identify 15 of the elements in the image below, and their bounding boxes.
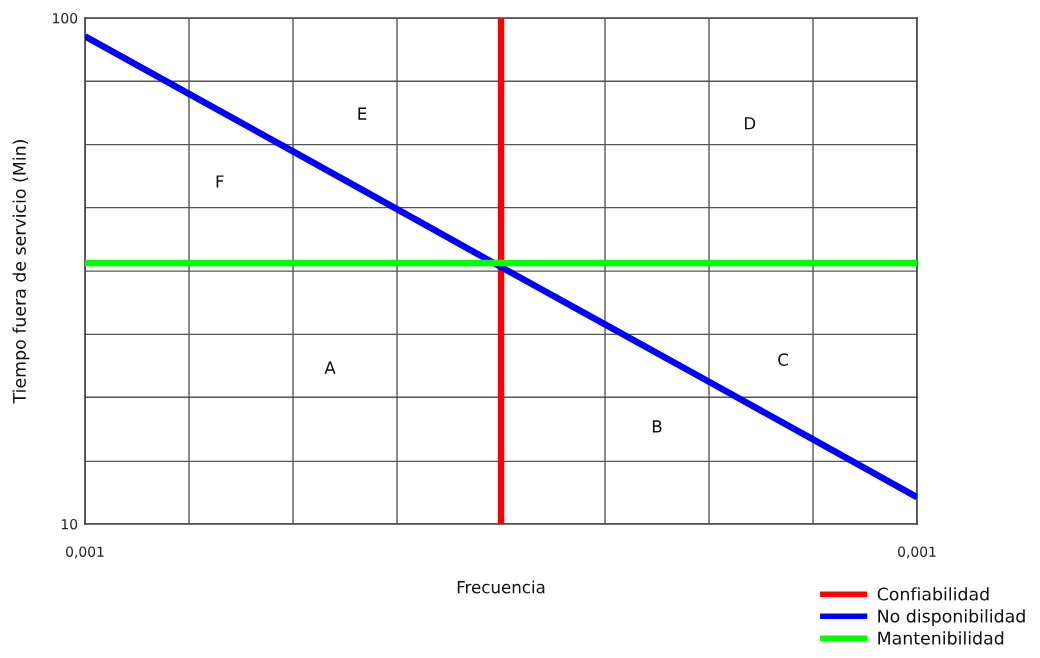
y-tick-label: 100 [53,12,78,24]
y-axis-title: Tiempo fuera de servicio (Min) [12,140,30,404]
annotation: D [744,117,756,130]
x-tick-label: 0,001 [898,546,936,559]
x-tick-label: 0,001 [66,546,104,559]
annotation: A [324,361,336,374]
x-axis-title: Frecuencia [457,580,545,594]
annotation: E [358,107,367,120]
legend-label: No disponibilidad [878,609,1025,626]
annotation: F [216,175,224,188]
text: Confiabilidad [877,587,989,601]
annotation: C [778,353,788,366]
legend-label: Mantenibilidad [878,631,1004,645]
annotation: B [652,420,662,433]
y-tick-label: 10 [61,518,78,530]
